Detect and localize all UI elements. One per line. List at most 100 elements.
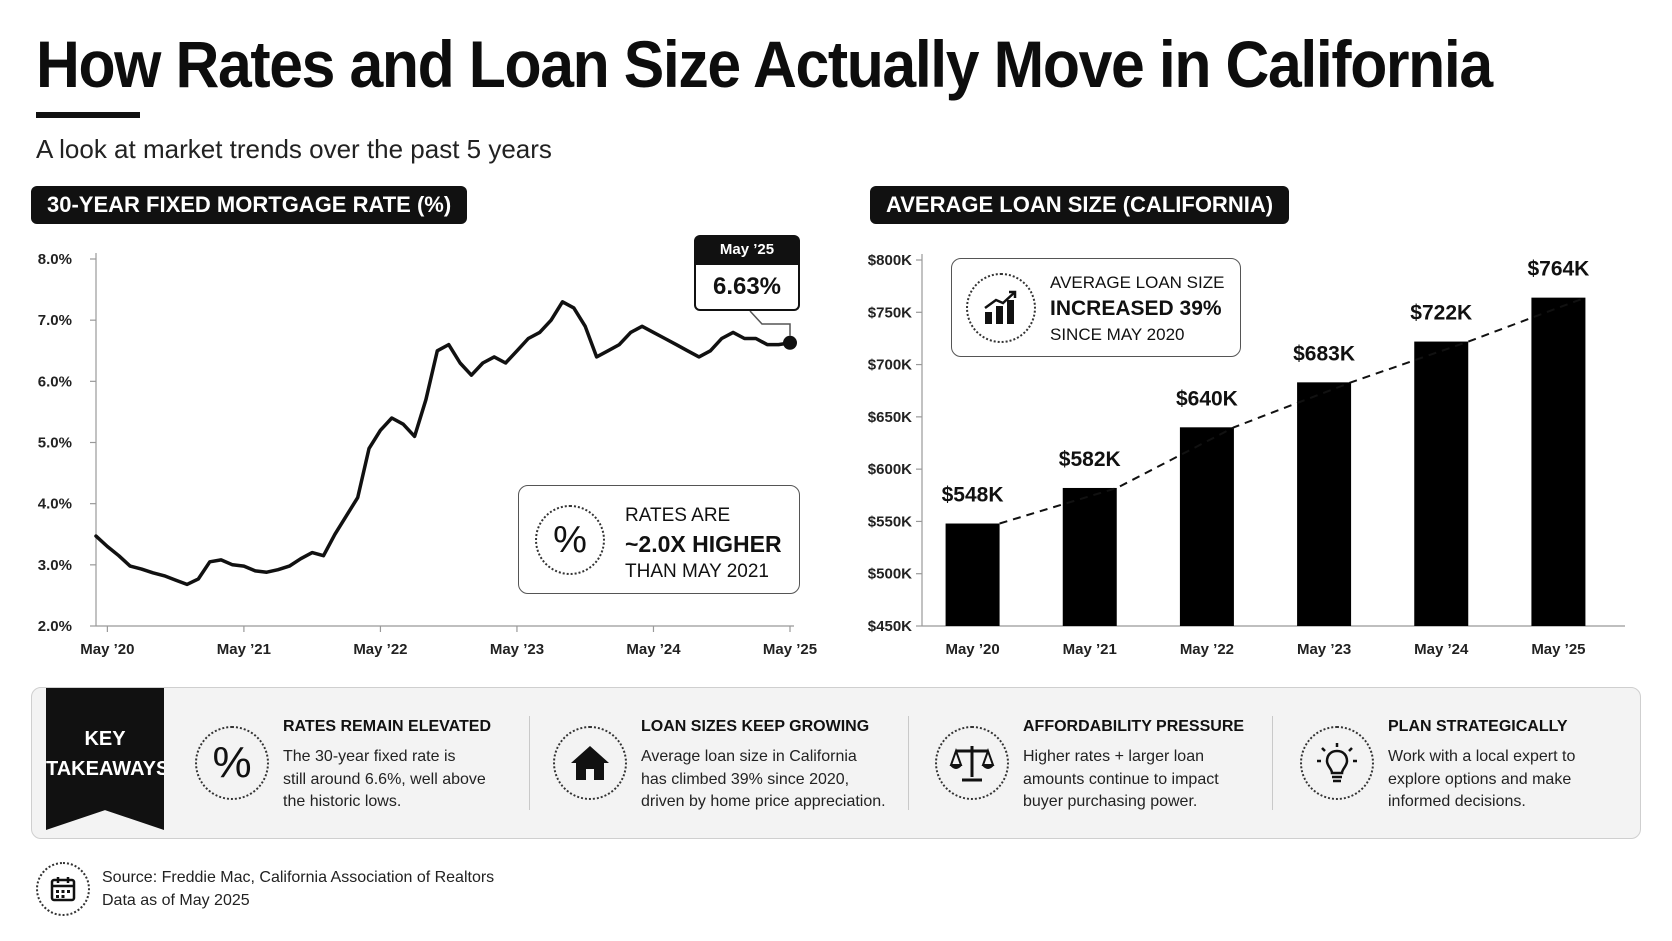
loan-bar-chart: $450K $500K $550K $600K $650K $700K $750K $800K… [868,252,1625,658]
loan-x-tick-label: May ’21 [1063,641,1117,658]
banner-line2: TAKEAWAYS [46,758,170,780]
rate-x-tick-label: May ’25 [763,641,817,658]
loan-x-tick-label: May ’23 [1297,641,1351,658]
takeaway-text: has climbed 39% since 2020, [641,770,850,788]
rates-insight-line3: THAN MAY 2021 [625,561,769,582]
loan-insight-highlight: INCREASED 39% [1050,297,1222,320]
loan-bar-value-label: $582K [1059,448,1121,471]
loan-y-tick-label: $700K [868,357,912,374]
callout-rate-value: 6.63% [694,265,800,311]
loan-bar-value-label: $683K [1293,342,1355,365]
loan-bar [1062,487,1117,626]
percent-icon: % [535,505,605,575]
loan-bar-value-label: $764K [1527,258,1589,281]
takeaway-text: driven by home price appreciation. [641,793,886,810]
callout-leader-line [749,310,791,336]
rate-y-tick-label: 7.0% [38,312,72,329]
takeaway-text: The 30-year fixed rate is [283,748,456,765]
title-underline [36,112,140,118]
rate-y-tick-label: 2.0% [38,618,72,635]
takeaway-divider [908,716,909,810]
loan-insight-line1: AVERAGE LOAN SIZE [1050,273,1225,292]
loan-chart-bars [945,297,1586,626]
loan-y-tick-label: $800K [868,252,912,269]
calendar-icon [36,862,90,916]
takeaway-text: Higher rates + larger loan [1023,748,1204,765]
loan-x-tick-label: May ’25 [1531,641,1585,658]
rate-y-tick-label: 5.0% [38,435,72,452]
loan-insight-line3: SINCE MAY 2020 [1050,325,1185,344]
house-icon [553,726,627,800]
loan-bar [1179,427,1234,626]
loan-x-tick-label: May ’20 [945,641,999,658]
loan-chart-x-ticks: May ’20 May ’21 May ’22 May ’23 May ’24 May ’… [945,641,1585,658]
loan-chart-axes [921,254,1625,627]
loan-bar [1297,382,1352,626]
rate-y-tick-label: 6.0% [38,373,72,390]
growth-chart-icon [966,273,1036,343]
takeaway-title: AFFORDABILITY PRESSURE [1023,718,1245,735]
rate-chart-heading: 30-YEAR FIXED MORTGAGE RATE (%) [31,186,468,224]
rate-y-tick-label: 8.0% [38,251,72,268]
loan-y-tick-label: $450K [868,618,912,635]
key-takeaways-banner: KEY TAKEAWAYS [46,688,164,830]
loan-bar [1531,297,1586,626]
loan-bar [945,523,1000,626]
rate-x-tick-label: May ’23 [490,641,544,658]
rate-y-tick-label: 4.0% [38,496,72,513]
loan-bar-value-label: $640K [1176,387,1238,410]
takeaway-text: amounts continue to impact [1023,770,1219,788]
rate-chart-y-ticks: 2.0% 3.0% 4.0% 5.0% 6.0% 7.0% 8.0% [38,251,96,635]
takeaway-text: informed decisions. [1388,793,1526,810]
loan-y-tick-label: $550K [868,513,912,530]
loan-trend-line [999,296,1586,525]
loan-bar-value-label: $722K [1410,302,1472,325]
source-date: Data as of May 2025 [102,892,250,909]
takeaway-divider [1272,716,1273,810]
takeaway-title: RATES REMAIN ELEVATED [283,718,492,735]
loan-chart-value-labels: $548K $582K $640K $683K $722K $764K [942,258,1590,507]
takeaway-item: LOAN SIZES KEEP GROWING Average loan siz… [553,688,913,838]
takeaway-text: buyer purchasing power. [1023,793,1198,810]
takeaway-title: PLAN STRATEGICALLY [1388,718,1568,735]
rate-chart-x-ticks: May ’20 May ’21 May ’22 May ’23 May ’24 May ’… [80,626,817,658]
takeaway-text: explore options and make [1388,770,1572,788]
loan-x-tick-label: May ’24 [1414,641,1469,658]
page-subtitle: A look at market trends over the past 5 … [36,134,552,164]
source-line: Source: Freddie Mac, California Associat… [102,869,495,886]
loan-x-tick-label: May ’22 [1180,641,1234,658]
loan-y-tick-label: $750K [868,304,912,321]
banner-line1: KEY [84,728,126,750]
current-rate-callout: May ’25 6.63% [694,235,800,311]
takeaway-item: % RATES REMAIN ELEVATED The 30-year fixe… [195,688,535,838]
rates-insight-line1: RATES ARE [625,505,731,526]
loan-y-tick-label: $600K [868,461,912,478]
rate-x-tick-label: May ’21 [217,641,271,658]
takeaway-item: PLAN STRATEGICALLY Work with a local exp… [1300,688,1620,838]
takeaway-text: the historic lows. [283,793,402,810]
rate-x-tick-label: May ’22 [353,641,407,658]
rate-series-line [94,300,792,587]
loan-bar-value-label: $548K [942,484,1004,507]
takeaway-text: Average loan size in California [641,748,857,765]
rate-line-chart: 2.0%3.0%4.0%5.0%6.0%7.0%8.0% May ’20 May … [38,251,817,658]
takeaway-item: AFFORDABILITY PRESSURE Higher rates + la… [935,688,1275,838]
loan-y-tick-label: $500K [868,566,912,583]
loan-insight-box: AVERAGE LOAN SIZE INCREASED 39% SINCE MA… [951,258,1241,357]
rates-insight-highlight: ~2.0X HIGHER [625,531,782,557]
takeaway-text: still around 6.6%, well above [283,770,486,788]
callout-date: May ’25 [694,235,800,265]
loan-bar [1414,341,1469,626]
loan-chart-y-ticks: $450K $500K $550K $600K $650K $700K $750K $800K [868,252,922,635]
page-title: How Rates and Loan Size Actually Move in… [36,27,1493,101]
takeaway-divider [529,716,530,810]
rate-y-tick-label: 3.0% [38,557,72,574]
loan-y-tick-label: $650K [868,409,912,426]
percent-icon: % [195,726,269,800]
takeaway-title: LOAN SIZES KEEP GROWING [641,718,870,735]
loan-chart-heading: AVERAGE LOAN SIZE (CALIFORNIA) [870,186,1290,224]
rate-x-tick-label: May ’20 [80,641,134,658]
lightbulb-icon [1300,726,1374,800]
takeaway-text: Work with a local expert to [1388,748,1576,765]
rate-x-tick-label: May ’24 [626,641,681,658]
